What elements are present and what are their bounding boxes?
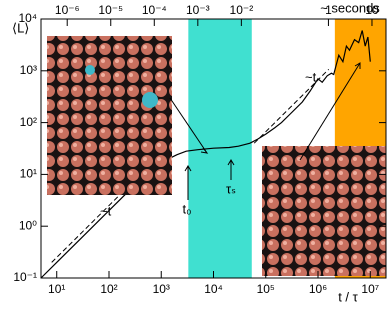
x2-tick-label: 10⁻⁵ (98, 3, 123, 17)
y-tick-label: 10³ (20, 63, 37, 77)
y-axis-label: ⟨L⟩ (12, 20, 29, 35)
inset-image (262, 146, 386, 276)
arrows (169, 62, 361, 200)
arrow (169, 97, 208, 154)
annotation: t₀ (182, 201, 191, 216)
x2-tick-label: 10 (365, 3, 379, 17)
arrow-head (200, 147, 209, 154)
inset-image (47, 36, 172, 195)
x2-tick-label: 10⁻⁶ (55, 3, 80, 17)
x-tick-label: 10¹ (48, 282, 65, 296)
arrow (299, 62, 361, 161)
guide-line (253, 68, 330, 144)
y-tick-label: 10⁻¹ (13, 270, 37, 284)
inset-bead (85, 65, 95, 75)
guide-label: ~t (100, 203, 112, 218)
x2-tick-label: 1 (325, 3, 332, 17)
x2-tick-label: 10⁻² (230, 3, 254, 17)
y-tick-label: 10¹ (20, 167, 37, 181)
guide-label: ~t (305, 69, 317, 84)
arrow-head (227, 159, 235, 166)
x-tick-label: 10² (100, 282, 117, 296)
x-axis-label: t / τ (338, 289, 358, 304)
x2-tick-label: 10⁻³ (186, 3, 210, 17)
y-tick-label: 10² (20, 115, 37, 129)
x-tick-label: 10⁶ (309, 282, 327, 296)
x-tick-label: 10⁴ (204, 282, 223, 296)
x2-tick-label: 10⁻⁴ (142, 3, 167, 17)
x-tick-label: 10³ (153, 282, 170, 296)
x-tick-label: 10⁷ (361, 282, 379, 296)
inset-bead (142, 92, 158, 108)
x2-axis-label: ~ seconds (320, 0, 380, 15)
annotation: τₛ (226, 181, 236, 196)
arrow-head (354, 62, 361, 69)
arrow-head (184, 165, 192, 172)
x-tick-label: 10⁵ (257, 282, 275, 296)
y-tick-label: 10⁰ (19, 218, 37, 232)
y-tick-label: 10⁴ (18, 11, 37, 25)
